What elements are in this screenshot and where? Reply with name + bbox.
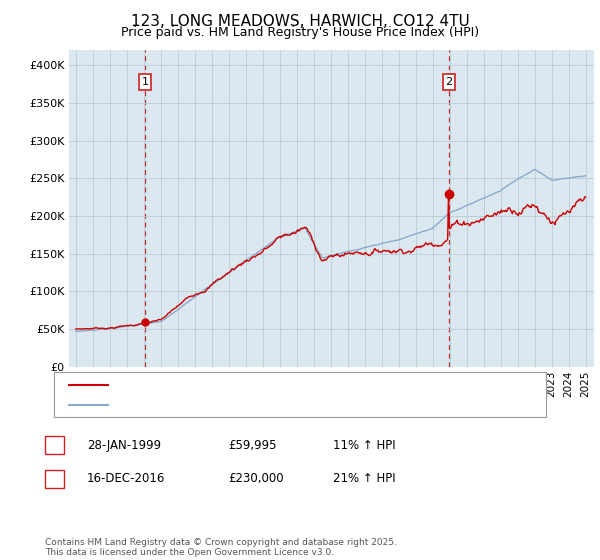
Text: HPI: Average price, semi-detached house, Tendring: HPI: Average price, semi-detached house,…	[117, 400, 383, 410]
Text: 1: 1	[142, 77, 149, 87]
Text: 11% ↑ HPI: 11% ↑ HPI	[333, 438, 395, 452]
Text: Contains HM Land Registry data © Crown copyright and database right 2025.
This d: Contains HM Land Registry data © Crown c…	[45, 538, 397, 557]
Text: 123, LONG MEADOWS, HARWICH, CO12 4TU: 123, LONG MEADOWS, HARWICH, CO12 4TU	[131, 14, 469, 29]
Text: Price paid vs. HM Land Registry's House Price Index (HPI): Price paid vs. HM Land Registry's House …	[121, 26, 479, 39]
Text: 123, LONG MEADOWS, HARWICH, CO12 4TU (semi-detached house): 123, LONG MEADOWS, HARWICH, CO12 4TU (se…	[117, 380, 471, 390]
Text: 2: 2	[445, 77, 452, 87]
Text: 16-DEC-2016: 16-DEC-2016	[87, 472, 166, 486]
Text: 28-JAN-1999: 28-JAN-1999	[87, 438, 161, 452]
Text: £230,000: £230,000	[228, 472, 284, 486]
Text: 1: 1	[51, 438, 58, 452]
Text: 21% ↑ HPI: 21% ↑ HPI	[333, 472, 395, 486]
Text: £59,995: £59,995	[228, 438, 277, 452]
Text: 2: 2	[51, 472, 58, 486]
